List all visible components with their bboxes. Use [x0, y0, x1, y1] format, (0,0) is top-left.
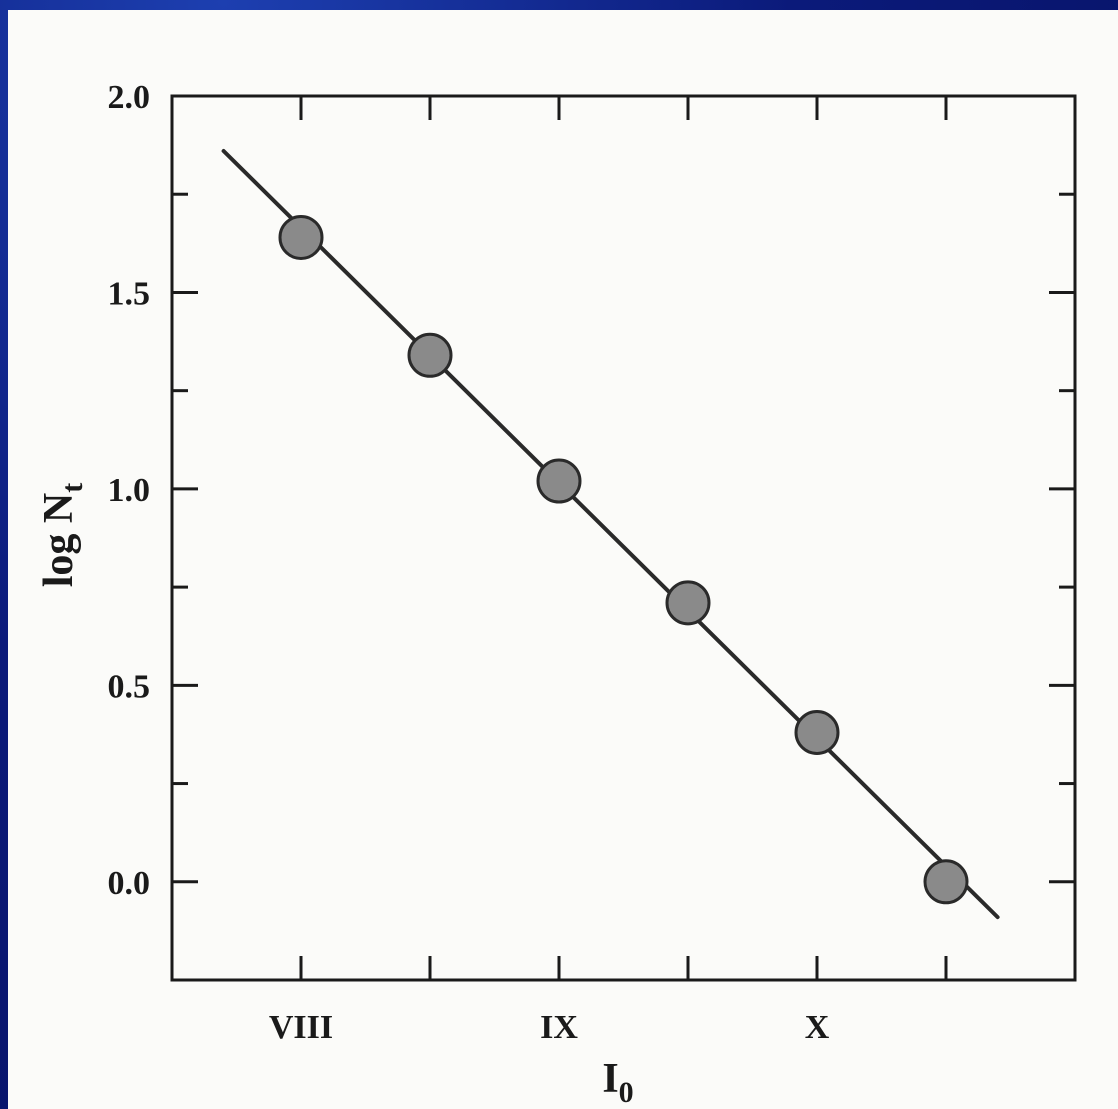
x-axis-title: I0 [602, 1056, 633, 1109]
fit-line-layer [221, 149, 1000, 920]
data-point [794, 709, 840, 755]
axis-labels-layer: I0 log Nt [36, 483, 634, 1109]
x-tick-label: IX [540, 1009, 578, 1046]
data-point [407, 332, 453, 378]
y-tick-label: 0.5 [108, 668, 151, 705]
data-points-layer [278, 214, 969, 905]
data-point [536, 458, 582, 504]
plot-frame [170, 94, 1077, 982]
y-tick-label: 1.0 [108, 472, 151, 509]
chart-paper: 0.0 0.5 1.0 1.5 2.0 VIII IX X I0 log Nt [8, 10, 1118, 1109]
x-tick-label: VIII [269, 1009, 333, 1046]
y-tick-label: 1.5 [108, 275, 151, 312]
fit-line [221, 149, 1000, 920]
y-tick-label: 0.0 [108, 865, 151, 902]
x-tick-label: X [805, 1009, 830, 1046]
data-point [923, 859, 969, 905]
y-axis-title: log Nt [36, 483, 89, 588]
data-point [278, 214, 324, 260]
axes-layer: 0.0 0.5 1.0 1.5 2.0 VIII IX X [108, 79, 1077, 1046]
y-tick-label: 2.0 [108, 79, 151, 116]
data-point [665, 580, 711, 626]
